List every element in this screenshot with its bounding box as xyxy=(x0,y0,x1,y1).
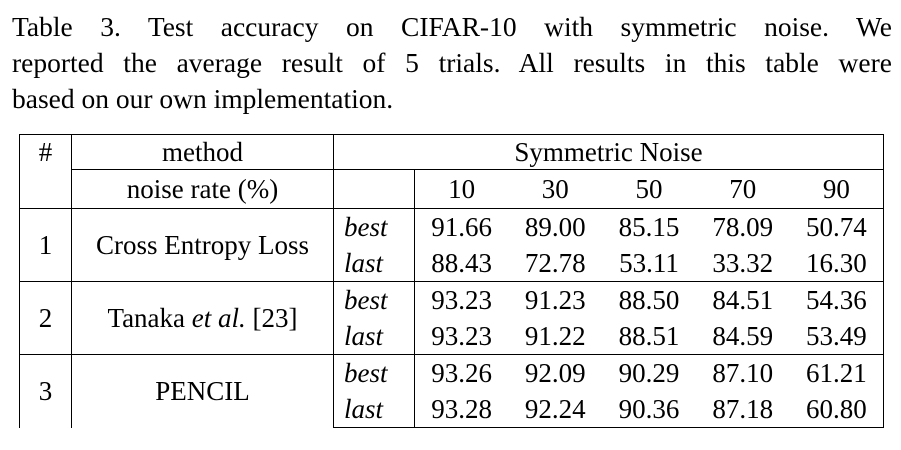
cell-value: 93.23 xyxy=(431,320,493,351)
row-type-last: last xyxy=(333,391,415,428)
cell-value: 88.51 xyxy=(618,320,680,351)
cell-value: 84.59 xyxy=(712,320,774,351)
header-method: method xyxy=(71,134,334,170)
cell-value: 92.09 xyxy=(508,354,603,391)
header-noise-rate-30: 30 xyxy=(508,169,603,209)
header-index-blank xyxy=(19,169,72,209)
header-noise-rate-90: 90 xyxy=(789,169,885,209)
header-type-blank xyxy=(333,169,415,209)
cell-value: 78.09 xyxy=(695,208,790,245)
header-noise-rate-70: 70 xyxy=(695,169,790,209)
row-type-best: best xyxy=(333,281,415,318)
cell-value: 87.10 xyxy=(695,354,790,391)
cell-value-best: 61.21 xyxy=(789,354,885,391)
cell-value: 93.23 xyxy=(414,281,509,318)
cell-value: 91.23 xyxy=(508,281,603,318)
table-caption: Table 3. Test accuracy on CIFAR-10 with … xyxy=(12,9,892,117)
cell-value: 88.43 xyxy=(431,247,493,278)
cell-value-best: 93.28 xyxy=(414,391,509,428)
header-noise-rate-label: noise rate (%) xyxy=(71,169,334,209)
caption-line-2: reported the average result of 5 trials.… xyxy=(12,47,892,78)
row-type-best: best xyxy=(333,208,415,245)
caption-line-1: Table 3. Test accuracy on CIFAR-10 with … xyxy=(12,11,892,42)
cell-value: 91.66 xyxy=(414,208,509,245)
table-row: last 93.23 91.22 88.51 84.59 53.49 xyxy=(20,318,885,355)
cell-value: 88.50 xyxy=(602,281,696,318)
cell-value: 85.15 xyxy=(602,208,696,245)
cell-value-best: 90.36 xyxy=(602,391,696,428)
cell-value: 91.22 xyxy=(524,320,586,351)
row-type-best: best xyxy=(333,354,415,391)
cell-value-best: 92.24 xyxy=(508,391,603,428)
table-row: last 88.43 72.78 53.11 33.32 16.30 xyxy=(20,245,885,282)
cell-value-best: 87.18 xyxy=(695,391,790,428)
cell-value: 72.78 xyxy=(524,247,586,278)
cell-value: 90.29 xyxy=(602,354,696,391)
row-type-last: last xyxy=(333,245,415,282)
cell-value: 53.11 xyxy=(619,247,679,278)
cell-value: 33.32 xyxy=(712,247,774,278)
table-row: 1 Cross Entropy Loss best 91.66 89.00 85… xyxy=(19,208,885,282)
cell-value: 60.80 xyxy=(789,391,885,428)
table-row: last 93.28 92.24 90.36 87.18 60.80 xyxy=(20,391,885,428)
row-method: Cross Entropy Loss xyxy=(71,208,334,282)
results-table: # method Symmetric Noise noise rate (%) … xyxy=(19,134,885,428)
caption-line-3: based on our own implementation. xyxy=(12,83,394,114)
cell-value: 53.49 xyxy=(789,318,885,355)
cell-value: 89.00 xyxy=(508,208,603,245)
table-row: 3 PENCIL best 93.26 92.09 90.29 87.10 61… xyxy=(19,354,885,428)
cell-value: 50.74 xyxy=(789,208,885,245)
header-noise-rate-50: 50 xyxy=(602,169,696,209)
cell-value: 54.36 xyxy=(789,281,885,318)
header-group: Symmetric Noise xyxy=(333,134,885,170)
table-row: 2 Tanaka et al. [23] best 93.23 91.23 88… xyxy=(19,281,885,355)
row-index: 2 xyxy=(19,281,72,355)
row-type-last: last xyxy=(333,318,415,355)
row-index: 1 xyxy=(19,208,72,282)
cell-value: 16.30 xyxy=(789,245,885,282)
cell-value: 93.26 xyxy=(414,354,509,391)
row-method: Tanaka et al. [23] xyxy=(71,281,334,355)
header-index: # xyxy=(19,134,72,170)
row-index: 3 xyxy=(19,354,72,428)
row-method: PENCIL xyxy=(71,354,334,428)
header-noise-rate-10: 10 xyxy=(414,169,509,209)
cell-value: 84.51 xyxy=(695,281,790,318)
